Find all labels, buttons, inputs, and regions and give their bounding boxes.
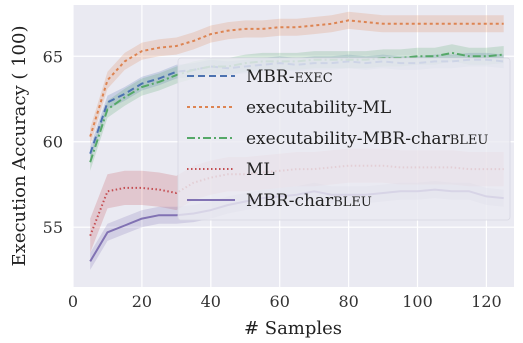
legend: MBR-EXEC executability-ML executability-MB… — [177, 57, 511, 221]
x-tick-label: 60 — [270, 292, 290, 311]
y-tick-label: 65 — [43, 47, 63, 66]
x-tick-label: 80 — [338, 292, 358, 311]
series-line — [89, 51, 504, 163]
legend-box — [177, 57, 511, 221]
legend-label-main: executability-ML — [246, 98, 391, 118]
legend-label-main: ML — [246, 160, 275, 180]
x-axis-label: # Samples — [244, 318, 342, 339]
legend-label-main: MBR-char — [246, 191, 334, 211]
x-tick-label: 100 — [402, 292, 433, 311]
legend-label: ML — [246, 160, 275, 180]
legend-label-smallcaps: BLEU — [333, 195, 372, 210]
legend-label: executability-MBR-charBLEU — [246, 129, 488, 149]
x-tick-label: 20 — [132, 292, 152, 311]
legend-label: MBR-charBLEU — [246, 191, 372, 211]
x-tick-labels: 0 20 40 60 80 100 120 — [68, 292, 502, 311]
series-line — [89, 19, 504, 137]
x-tick-label: 0 — [68, 292, 78, 311]
y-tick-labels: 55 60 65 — [43, 47, 63, 237]
legend-label-smallcaps: EXEC — [294, 71, 332, 86]
x-tick-label: 120 — [471, 292, 502, 311]
legend-label-smallcaps: BLEU — [450, 133, 489, 148]
legend-label: executability-ML — [246, 98, 391, 118]
y-tick-label: 55 — [43, 218, 63, 237]
legend-label-main: executability-MBR-char — [246, 129, 451, 149]
x-tick-label: 40 — [201, 292, 221, 311]
confidence-band — [90, 11, 504, 146]
legend-label: MBR-EXEC — [246, 67, 333, 87]
y-tick-label: 60 — [43, 133, 63, 152]
y-axis-label: Execution Accuracy ( 100) — [9, 26, 30, 267]
legend-label-main: MBR- — [246, 67, 294, 87]
